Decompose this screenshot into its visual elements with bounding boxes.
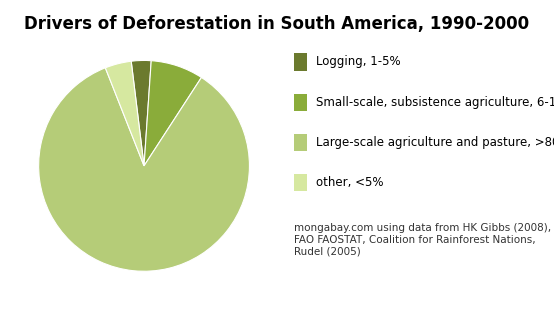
Wedge shape (39, 68, 249, 271)
Text: Drivers of Deforestation in South America, 1990-2000: Drivers of Deforestation in South Americ… (24, 16, 530, 33)
Text: Large-scale agriculture and pasture, >80%: Large-scale agriculture and pasture, >80… (316, 136, 554, 149)
Wedge shape (105, 61, 144, 166)
Text: mongabay.com using data from HK Gibbs (2008),
FAO FAOSTAT, Coalition for Rainfor: mongabay.com using data from HK Gibbs (2… (294, 223, 551, 256)
Wedge shape (144, 61, 202, 166)
Text: other, <5%: other, <5% (316, 176, 383, 189)
Wedge shape (131, 60, 151, 166)
Text: Logging, 1-5%: Logging, 1-5% (316, 55, 401, 69)
Text: Small-scale, subsistence agriculture, 6-10%: Small-scale, subsistence agriculture, 6-… (316, 96, 554, 109)
